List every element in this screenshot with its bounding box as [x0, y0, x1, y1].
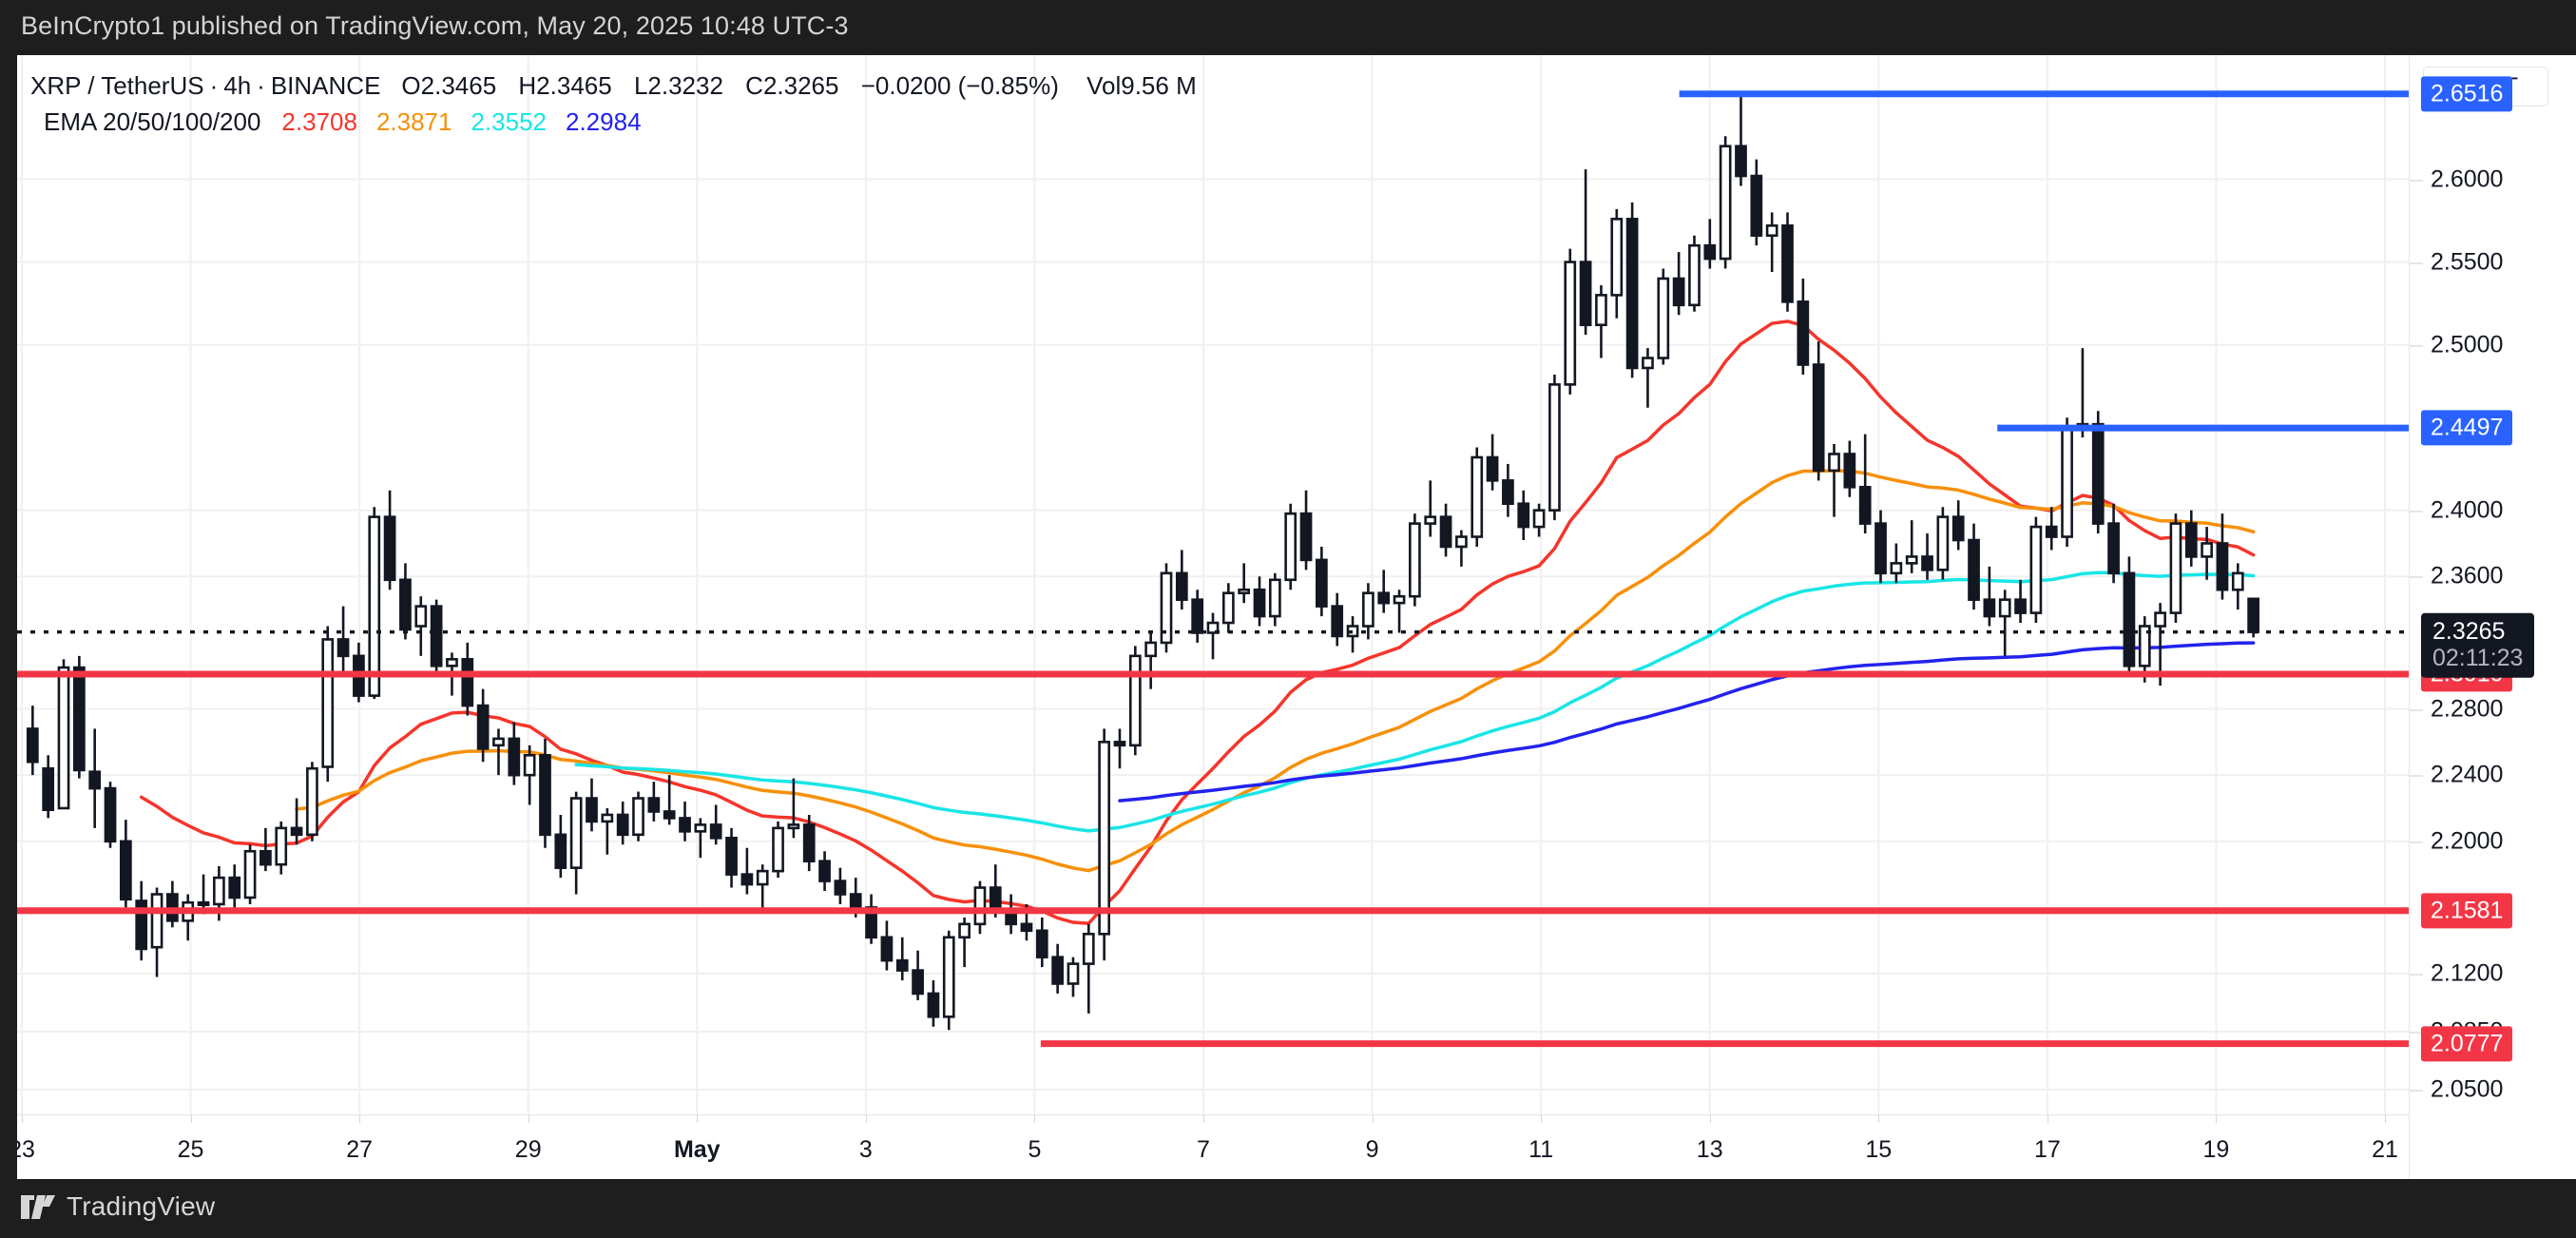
price-tick-label: 2.2800	[2431, 695, 2504, 723]
time-tick-mark	[1203, 1115, 1204, 1123]
time-tick-label: 9	[1365, 1136, 1379, 1163]
current-price-badge[interactable]: 2.3265 02:11:23	[2421, 612, 2535, 678]
time-tick-label: 17	[2033, 1136, 2061, 1163]
price-level-badge-support[interactable]: 2.0777	[2421, 1026, 2513, 1062]
time-tick-label: 13	[1696, 1136, 1723, 1163]
time-tick-mark	[22, 1115, 23, 1123]
time-scale[interactable]: 23 25 27 29 May 3 5 7 9 11 13 15 17 19 21	[17, 1114, 2409, 1179]
price-tick-mark	[2410, 261, 2423, 264]
time-tick-label: 23	[17, 1136, 35, 1163]
current-price-value: 2.3265	[2432, 617, 2506, 645]
price-tick-mark	[2410, 1089, 2423, 1092]
price-tick-label: 2.0500	[2431, 1075, 2504, 1103]
chart-pane[interactable]: XRP / TetherUS · 4h · BINANCE O2.3465 H2…	[17, 55, 2576, 1179]
time-tick-mark	[359, 1115, 361, 1123]
price-tick-mark	[2410, 344, 2423, 347]
price-level-badge-resistance[interactable]: 2.6516	[2421, 76, 2513, 112]
time-tick-mark	[2216, 1115, 2218, 1123]
price-tick-mark	[2410, 1031, 2423, 1034]
time-tick-label: 21	[2372, 1136, 2398, 1163]
time-tick-mark	[2047, 1115, 2048, 1123]
footer-bar: TradingView	[0, 1179, 2576, 1238]
price-tick-mark	[2410, 974, 2423, 977]
time-tick-label: 25	[177, 1136, 204, 1163]
price-tick-mark	[2410, 775, 2423, 778]
price-level-badge-resistance[interactable]: 2.4497	[2421, 410, 2513, 446]
time-tick-label: 5	[1028, 1136, 1042, 1163]
attribution-bar: BeInCrypto1 published on TradingView.com…	[0, 0, 2576, 55]
time-tick-mark	[2385, 1115, 2386, 1123]
price-tick-label: 2.4000	[2431, 496, 2504, 524]
time-tick-mark	[1034, 1115, 1036, 1123]
price-tick-label: 2.6000	[2431, 165, 2504, 193]
price-tick-label: 2.2400	[2431, 761, 2504, 788]
price-scale[interactable]: USDT 2.05002.08502.12002.20002.24002.280…	[2409, 55, 2576, 1179]
price-tick-mark	[2410, 510, 2423, 513]
price-tick-mark	[2410, 179, 2423, 182]
price-tick-label: 2.2000	[2431, 827, 2504, 855]
price-tick-label: 2.3600	[2431, 562, 2504, 590]
tradingview-logo-icon	[21, 1194, 55, 1219]
time-tick-mark	[1878, 1115, 1880, 1123]
time-tick-mark	[1372, 1115, 1374, 1123]
tradingview-brand[interactable]: TradingView	[21, 1191, 215, 1222]
price-tick-label: 2.1200	[2431, 959, 2504, 987]
time-tick-mark	[865, 1115, 867, 1123]
time-tick-label: 29	[514, 1136, 542, 1163]
price-tick-mark	[2410, 576, 2423, 579]
left-gutter	[0, 55, 17, 1179]
price-tick-label: 2.5500	[2431, 248, 2504, 276]
time-tick-label: 11	[1528, 1136, 1554, 1163]
price-tick-mark	[2410, 708, 2423, 711]
candlestick-canvas	[17, 55, 2409, 1114]
time-tick-label: 15	[1865, 1136, 1893, 1163]
tradingview-wordmark: TradingView	[67, 1191, 216, 1221]
time-tick-mark	[1709, 1115, 1711, 1123]
price-tick-label: 2.5000	[2431, 331, 2504, 358]
time-tick-label: 19	[2202, 1136, 2230, 1163]
price-level-badge-support[interactable]: 2.1581	[2421, 893, 2513, 929]
price-tick-mark	[2410, 841, 2423, 843]
time-tick-mark	[697, 1115, 699, 1123]
bar-countdown-timer: 02:11:23	[2432, 644, 2524, 671]
time-tick-label: 7	[1197, 1136, 1210, 1163]
attribution-text: BeInCrypto1 published on TradingView.com…	[21, 11, 849, 40]
time-tick-mark	[190, 1115, 192, 1123]
time-tick-label: May	[673, 1136, 721, 1163]
time-tick-mark	[1541, 1115, 1543, 1123]
time-tick-label: 3	[858, 1136, 873, 1163]
chart-plot-area[interactable]	[17, 55, 2409, 1114]
time-tick-label: 27	[346, 1136, 374, 1163]
